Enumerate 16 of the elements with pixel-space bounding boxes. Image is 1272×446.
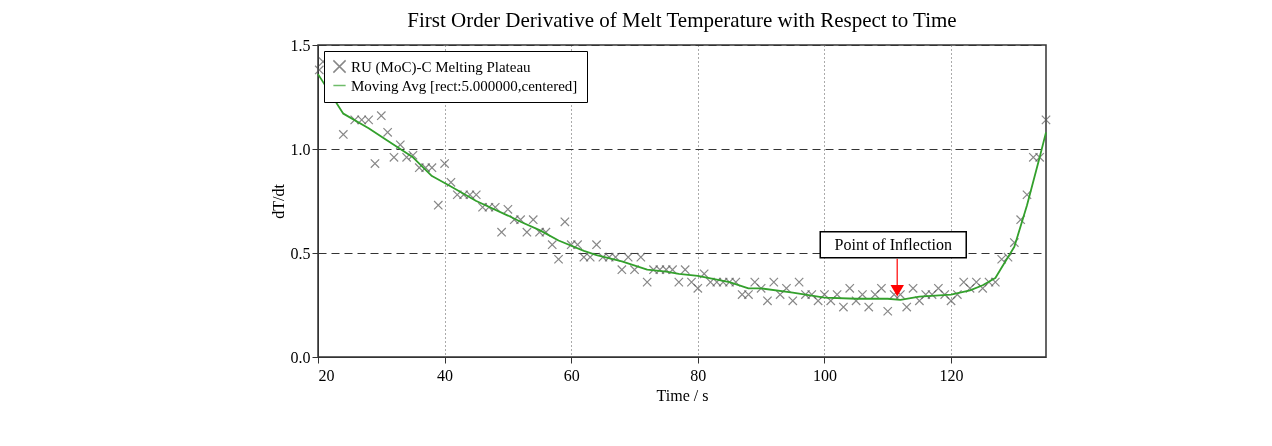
x-tick-label: 20 (318, 366, 335, 384)
y-axis-title: dT/dt (269, 183, 287, 219)
x-tick-label: 100 (812, 366, 837, 384)
x-tick-label: 80 (690, 366, 707, 384)
y-tick-label: 0.5 (290, 244, 311, 262)
y-tick-label: 1.5 (290, 36, 311, 54)
y-tick-label: 0.0 (290, 348, 311, 366)
y-tick-label: 1.0 (290, 140, 311, 158)
x-tick-label: 120 (939, 366, 964, 384)
legend-label: RU (MoC)-C Melting Plateau (351, 58, 532, 76)
x-axis-title: Time / s (656, 386, 709, 404)
chart-title: First Order Derivative of Melt Temperature with Respect to Time (407, 8, 957, 32)
x-tick-label: 60 (563, 366, 580, 384)
annotation: Point of Inflection (834, 235, 952, 253)
legend-label: Moving Avg [rect:5.000000,centered] (351, 77, 578, 94)
x-tick-label: 40 (437, 366, 454, 384)
